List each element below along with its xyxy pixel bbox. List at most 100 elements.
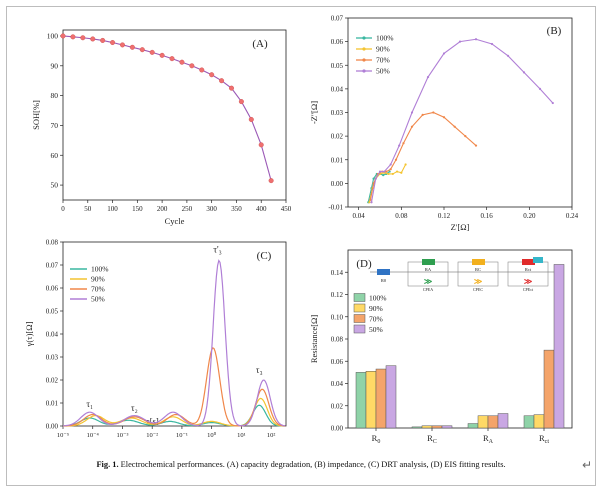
category-label: RC xyxy=(427,433,437,445)
soh-point xyxy=(199,67,205,73)
panel-label: (B) xyxy=(547,25,562,37)
legend-label: 70% xyxy=(376,56,390,65)
series-point xyxy=(388,170,391,173)
x-tick-label: 10⁻⁵ xyxy=(57,432,69,439)
cpe-symbol: ≫ xyxy=(424,277,432,286)
legend-swatch xyxy=(353,324,366,334)
y-tick-label: 0.07 xyxy=(331,15,344,23)
series-point xyxy=(453,125,456,128)
x-tick-label: 0.12 xyxy=(438,212,451,220)
legend-label: 100% xyxy=(369,294,387,303)
tau-annotation: τ₁ xyxy=(86,399,93,409)
soh-point xyxy=(119,42,125,48)
panel-a: 0 50 100 150 200 250 300 350 400 450 50 60 70 80 90 100… xyxy=(31,29,292,226)
y-tick-label: 0.00 xyxy=(46,423,59,431)
y-tick-label: 0.00 xyxy=(331,425,344,433)
x-tick-label: 0.20 xyxy=(523,212,536,220)
y-tick-label: 0.04 xyxy=(331,85,344,93)
bar xyxy=(365,371,377,429)
legend-label: 70% xyxy=(91,285,105,294)
drt-curve xyxy=(63,259,286,427)
x-tick-label: 10² xyxy=(267,432,276,439)
soh-point xyxy=(80,35,86,41)
x-tick-label: 0.08 xyxy=(395,212,408,220)
bar xyxy=(375,368,387,429)
series-point xyxy=(402,142,405,145)
panel-label: (D) xyxy=(356,258,372,270)
series-point xyxy=(506,54,510,57)
category-label: Rct xyxy=(539,433,549,445)
legend-label: 50% xyxy=(369,325,383,334)
cpe-symbol: ≫ xyxy=(524,277,532,286)
y-tick-label: 0.04 xyxy=(46,331,59,339)
x-tick-label: 300 xyxy=(206,205,217,213)
circuit-label-r: RC xyxy=(475,267,481,272)
soh-point xyxy=(169,56,175,62)
series-point xyxy=(464,135,467,138)
legend-label: 90% xyxy=(376,45,390,54)
soh-point xyxy=(258,142,264,148)
series-point xyxy=(421,113,424,116)
circuit-label-r: RA xyxy=(425,267,432,272)
series-point xyxy=(394,158,398,161)
y-tick-label: 0.06 xyxy=(331,358,344,366)
y-tick-label: 0.03 xyxy=(46,354,59,362)
soh-point xyxy=(159,52,165,58)
bar xyxy=(523,415,535,429)
soh-point xyxy=(100,37,106,43)
bar xyxy=(477,415,489,429)
cpe-symbol: ≫ xyxy=(474,277,482,286)
series-point xyxy=(368,201,371,204)
y-tick-label: 0.00 xyxy=(331,180,344,188)
legend-marker xyxy=(362,58,366,62)
panel-label: (A) xyxy=(252,38,268,50)
bar xyxy=(497,413,509,429)
soh-point xyxy=(179,59,185,65)
panel-label: (C) xyxy=(257,250,272,262)
y-tick-label: 0.01 xyxy=(46,400,59,408)
soh-point xyxy=(189,63,195,69)
y-tick-label: 0.02 xyxy=(46,377,59,385)
y-tick-label: 0.05 xyxy=(331,62,344,70)
bar xyxy=(543,349,555,429)
legend-label: 70% xyxy=(369,315,383,324)
series-point xyxy=(432,111,435,114)
legend-label: 50% xyxy=(376,67,390,76)
series-point xyxy=(551,101,554,105)
bar xyxy=(487,415,499,429)
y-tick-label: 0.14 xyxy=(331,269,344,277)
soh-point xyxy=(209,72,215,78)
tau-annotation: τ₃ xyxy=(256,365,263,375)
y-tick-label: 0.12 xyxy=(331,291,344,299)
caption-label: Fig. 1. xyxy=(96,460,119,469)
category-label: RA xyxy=(483,433,494,445)
x-tick-label: 0.16 xyxy=(481,212,494,220)
x-tick-label: 250 xyxy=(182,205,193,213)
x-tick-label: 10⁻¹ xyxy=(176,432,188,439)
x-tick-label: 350 xyxy=(231,205,242,213)
legend-label: 90% xyxy=(369,304,383,313)
y-tick-label: 0.06 xyxy=(46,285,59,293)
x-tick-label: 50 xyxy=(84,205,92,213)
y-tick-label: 0.10 xyxy=(331,313,344,321)
x-tick-label: 0.04 xyxy=(353,212,366,220)
y-tick-label: 0.01 xyxy=(331,156,344,164)
soh-point xyxy=(110,40,116,46)
panel-d: 0.00 0.02 0.04 0.06 0.08 0.10 0.12 0.14 Resistan… xyxy=(309,249,573,445)
circuit-label-cpe: CPEct xyxy=(523,287,534,292)
series-point xyxy=(538,87,542,90)
series-point xyxy=(404,163,407,166)
y-tick-label: 0.07 xyxy=(46,262,59,270)
series-point xyxy=(370,201,373,204)
series-point xyxy=(383,170,386,173)
legend-label: 100% xyxy=(91,265,109,274)
y-axis-label: SOH[%] xyxy=(31,100,41,130)
bar xyxy=(355,372,367,429)
y-tick-label: 80 xyxy=(51,91,59,100)
caption-text: Electrochemical performances. (A) capaci… xyxy=(120,460,506,469)
x-tick-label: 200 xyxy=(157,205,168,213)
bar xyxy=(441,425,453,429)
soh-point xyxy=(248,116,254,122)
